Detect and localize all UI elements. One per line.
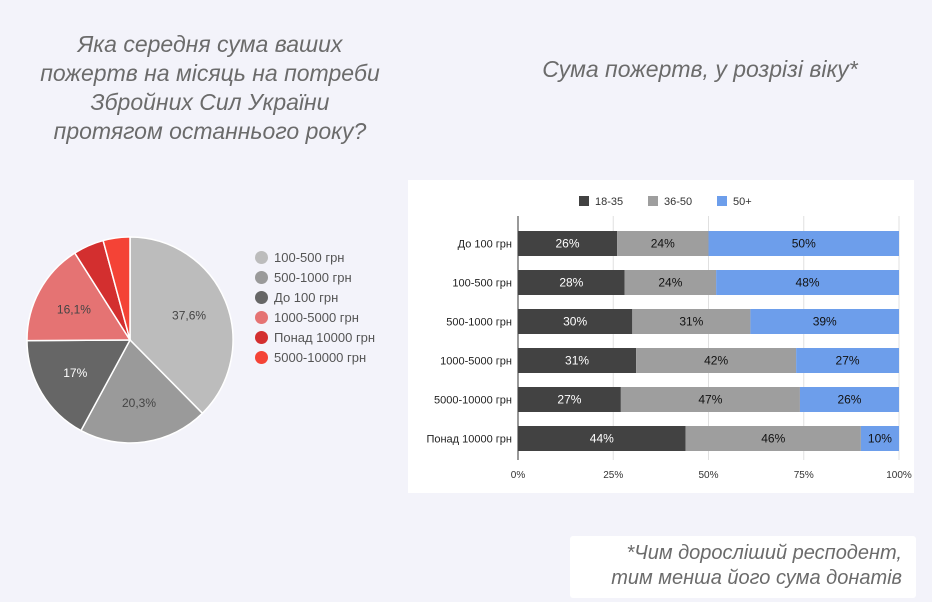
- bar-segment: [620, 387, 800, 412]
- legend-label: 18-35: [595, 196, 623, 208]
- bar-segment: [716, 270, 899, 295]
- bar-value-label: 42%: [704, 354, 728, 368]
- legend-item: 500-1000 грн: [255, 269, 395, 286]
- footnote-line: тим менша його сума донатів: [611, 567, 902, 589]
- pie-slice: [26, 251, 132, 342]
- legend-item: Понад 10000 грн: [255, 329, 395, 346]
- bar-value-label: 31%: [679, 315, 703, 329]
- pie-slice: [26, 339, 132, 432]
- legend-swatch: [255, 291, 268, 304]
- pie-slice-label: 37,6%: [172, 309, 206, 323]
- bar-segment: [708, 231, 899, 256]
- legend-item: До 100 грн: [255, 289, 395, 306]
- legend-swatch: [255, 271, 268, 284]
- x-tick-label: 75%: [794, 470, 814, 481]
- pie-legend: 100-500 грн 500-1000 грн До 100 грн 1000-50…: [255, 249, 395, 369]
- footnote-line: *Чим дорослiший респодент,: [626, 542, 902, 564]
- bar-segment: [750, 309, 899, 334]
- pie-slice: [102, 236, 131, 341]
- bar-segment: [518, 270, 625, 295]
- pie-title-line: протягом останнього року?: [53, 118, 367, 144]
- x-tick-label: 25%: [603, 470, 623, 481]
- legend-item: 5000-10000 грн: [255, 349, 395, 366]
- bar-value-label: 24%: [651, 237, 675, 251]
- bar-value-label: 28%: [559, 276, 583, 290]
- legend-label: 1000-5000 грн: [274, 310, 359, 325]
- pie-chart-title: Яка середня сума ваших пожертв на місяць…: [20, 30, 400, 146]
- legend-item: 100-500 грн: [255, 249, 395, 266]
- bar-segment: [860, 426, 899, 451]
- legend-label: 5000-10000 грн: [274, 350, 367, 365]
- legend-swatch: [579, 196, 589, 206]
- bar-segment: [518, 426, 686, 451]
- legend-swatch: [648, 196, 658, 206]
- bar-value-label: 46%: [761, 432, 785, 446]
- legend-swatch: [255, 351, 268, 364]
- pie-title-line: Збройних Сил України: [90, 89, 330, 115]
- x-tick-label: 0%: [511, 470, 526, 481]
- bar-value-label: 30%: [563, 315, 587, 329]
- pie-slice-label: 17%: [63, 366, 87, 380]
- bar-chart-title: Сума пожертв, у розрізі віку*: [542, 56, 858, 82]
- x-tick-label: 50%: [698, 470, 718, 481]
- bar-value-label: 27%: [557, 393, 581, 407]
- bar-value-label: 26%: [837, 393, 861, 407]
- category-label: 500-1000 грн: [446, 317, 512, 329]
- pie-slice: [129, 236, 234, 415]
- bar-segment: [518, 348, 637, 373]
- bar-value-label: 50%: [792, 237, 816, 251]
- legend-swatch: [255, 311, 268, 324]
- bar-segment: [632, 309, 751, 334]
- bar-chart-panel: 0% 25% 50% 75% 100% 18-35 36-50 50+ До 100 грн 26…: [408, 180, 914, 493]
- pie-title-line: пожертв на місяць на потреби: [40, 60, 380, 86]
- legend-swatch: [255, 251, 268, 264]
- stacked-bar-chart: 0% 25% 50% 75% 100% 18-35 36-50 50+ До 100 грн 26…: [426, 196, 912, 481]
- bar-value-label: 24%: [658, 276, 682, 290]
- legend-label: До 100 грн: [274, 290, 339, 305]
- bar-value-label: 31%: [565, 354, 589, 368]
- legend-label: 50+: [733, 196, 752, 208]
- bar-segment: [624, 270, 717, 295]
- bar-value-label: 27%: [836, 354, 860, 368]
- bar-segment: [796, 348, 899, 373]
- category-label: Понад 10000 грн: [426, 434, 512, 446]
- x-tick-label: 100%: [886, 470, 912, 481]
- legend-label: 100-500 грн: [274, 250, 345, 265]
- pie-slice: [79, 338, 204, 444]
- legend-label: 36-50: [664, 196, 692, 208]
- category-label: 5000-10000 грн: [434, 395, 512, 407]
- bar-segment: [518, 231, 618, 256]
- category-label: До 100 грн: [458, 239, 512, 251]
- footnote: *Чим дорослiший респодент, тим менша йог…: [570, 536, 916, 598]
- bar-segment: [636, 348, 797, 373]
- category-label: 1000-5000 грн: [440, 356, 512, 368]
- legend-item: 1000-5000 грн: [255, 309, 395, 326]
- bar-segment: [518, 387, 621, 412]
- bar-value-label: 39%: [813, 315, 837, 329]
- bar-segment: [518, 309, 633, 334]
- bar-segment: [799, 387, 899, 412]
- pie-slice-label: 20,3%: [122, 396, 156, 410]
- legend-swatch: [717, 196, 727, 206]
- bar-value-label: 48%: [796, 276, 820, 290]
- pie-slice-label: 16,1%: [57, 302, 91, 316]
- bar-value-label: 47%: [698, 393, 722, 407]
- category-label: 100-500 грн: [452, 278, 512, 290]
- legend-swatch: [255, 331, 268, 344]
- bar-value-label: 44%: [590, 432, 614, 446]
- bar-value-label: 10%: [868, 432, 892, 446]
- bar-segment: [685, 426, 861, 451]
- legend-label: 500-1000 грн: [274, 270, 352, 285]
- legend-label: Понад 10000 грн: [274, 330, 376, 345]
- pie-title-line: Яка середня сума ваших: [77, 31, 343, 57]
- bar-value-label: 26%: [556, 237, 580, 251]
- pie-chart: 37,6% 20,3% 17% 16,1%: [26, 236, 234, 444]
- bar-segment: [617, 231, 709, 256]
